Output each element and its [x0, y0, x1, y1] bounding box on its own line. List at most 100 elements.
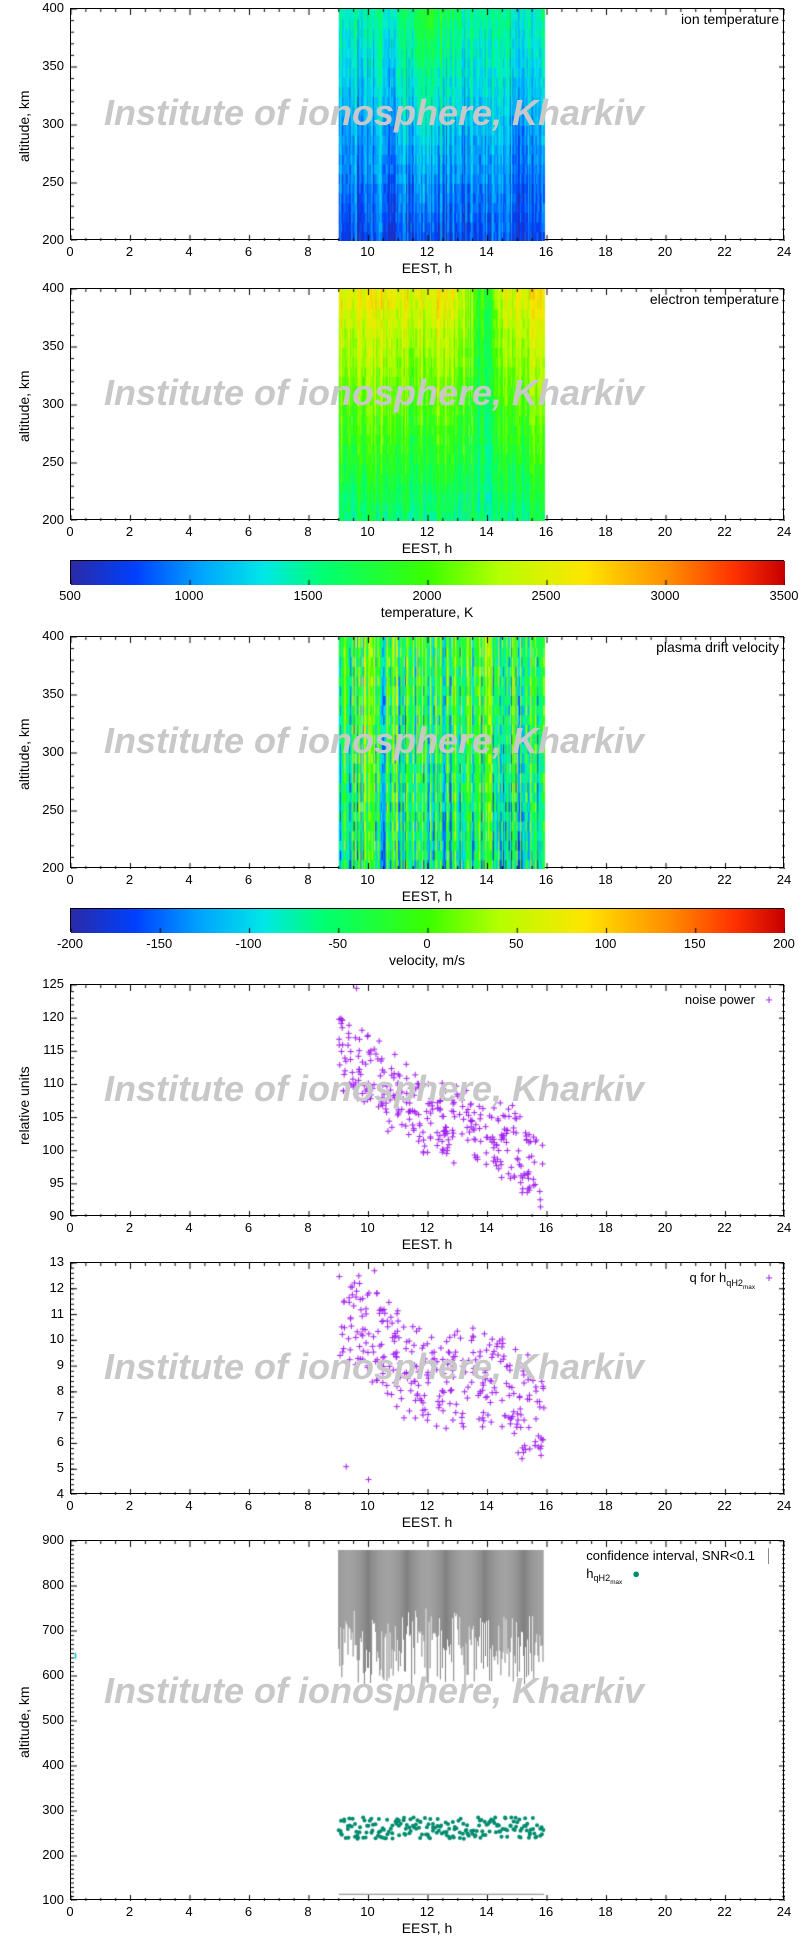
ylabel: altitude, km — [16, 719, 32, 791]
xtick-label: 14 — [475, 524, 499, 539]
xtick-label: 20 — [653, 1904, 677, 1919]
cbar-tick: 2500 — [524, 588, 568, 603]
xtick-label: 12 — [415, 524, 439, 539]
xtick-label: 12 — [415, 1904, 439, 1919]
legend-item: hqH2max● — [586, 1565, 775, 1592]
ytick-label: 600 — [24, 1667, 64, 1682]
ytick-label: 700 — [24, 1622, 64, 1637]
ytick-label: 300 — [24, 1802, 64, 1817]
panel-title: ion temperature — [681, 11, 779, 27]
xtick-label: 8 — [296, 524, 320, 539]
xtick-label: 10 — [356, 1904, 380, 1919]
xtick-label: 2 — [118, 1498, 142, 1513]
xtick-label: 24 — [772, 1904, 796, 1919]
xtick-label: 24 — [772, 872, 796, 887]
ytick-label: 120 — [24, 1009, 64, 1024]
xtick-label: 2 — [118, 244, 142, 259]
cbar-tick: 3500 — [762, 588, 800, 603]
xtick-label: 8 — [296, 872, 320, 887]
cbar-label: velocity, m/s — [70, 952, 784, 968]
xtick-label: 14 — [475, 1220, 499, 1235]
xtick-label: 16 — [534, 244, 558, 259]
xtick-label: 24 — [772, 1498, 796, 1513]
xtick-label: 22 — [713, 1904, 737, 1919]
xtick-label: 16 — [534, 524, 558, 539]
xlabel: EEST, h — [70, 888, 784, 904]
canvas — [71, 289, 785, 521]
xtick-label: 18 — [594, 1220, 618, 1235]
xtick-label: 10 — [356, 524, 380, 539]
legend: confidence interval, SNR<0.1│hqH2max● — [582, 1545, 779, 1594]
xtick-label: 10 — [356, 1220, 380, 1235]
xtick-label: 2 — [118, 1220, 142, 1235]
xtick-label: 8 — [296, 1220, 320, 1235]
cbar-tick: -200 — [48, 936, 92, 951]
ylabel: relative units — [16, 1066, 32, 1145]
canvas — [71, 1263, 785, 1495]
cbar-label: temperature, K — [70, 604, 784, 620]
cbar-tick: 500 — [48, 588, 92, 603]
legend-item: confidence interval, SNR<0.1│ — [586, 1547, 775, 1565]
cbar-tick: -150 — [137, 936, 181, 951]
xlabel: EEST, h — [70, 540, 784, 556]
xlabel: EEST, h — [70, 1920, 784, 1936]
ytick-label: 250 — [24, 174, 64, 189]
xtick-label: 18 — [594, 1498, 618, 1513]
legend-item: noise power+ — [685, 991, 775, 1009]
xtick-label: 24 — [772, 244, 796, 259]
legend: q for hqH2max+ — [685, 1267, 779, 1298]
xtick-label: 4 — [177, 524, 201, 539]
xtick-label: 14 — [475, 1904, 499, 1919]
ytick-label: 115 — [24, 1042, 64, 1057]
ytick-label: 800 — [24, 1577, 64, 1592]
cbar-tick: 100 — [584, 936, 628, 951]
xtick-label: 8 — [296, 1498, 320, 1513]
xtick-label: 18 — [594, 1904, 618, 1919]
xtick-label: 24 — [772, 524, 796, 539]
ytick-label: 125 — [24, 976, 64, 991]
cbar-tick: 150 — [673, 936, 717, 951]
xtick-label: 8 — [296, 1904, 320, 1919]
ytick-label: 12 — [24, 1280, 64, 1295]
xtick-label: 2 — [118, 872, 142, 887]
cbar-tick: 1500 — [286, 588, 330, 603]
ytick-label: 200 — [24, 1847, 64, 1862]
ytick-label: 400 — [24, 628, 64, 643]
xtick-label: 20 — [653, 524, 677, 539]
plot-p4: noise power+ — [70, 984, 784, 1216]
cbar-tick: -50 — [316, 936, 360, 951]
xtick-label: 12 — [415, 1220, 439, 1235]
cbar-tick: 2000 — [405, 588, 449, 603]
ylabel: altitude, km — [16, 1687, 32, 1759]
xtick-label: 22 — [713, 872, 737, 887]
xtick-label: 10 — [356, 1498, 380, 1513]
xlabel: EEST. h — [70, 1236, 784, 1252]
xtick-label: 8 — [296, 244, 320, 259]
canvas — [71, 9, 785, 241]
ytick-label: 90 — [24, 1208, 64, 1223]
xtick-label: 12 — [415, 872, 439, 887]
xtick-label: 10 — [356, 872, 380, 887]
colorbar-cb2 — [70, 908, 784, 932]
panel-title: plasma drift velocity — [656, 639, 779, 655]
cbar-tick: 0 — [405, 936, 449, 951]
legend: noise power+ — [681, 989, 779, 1011]
ytick-label: 8 — [24, 1383, 64, 1398]
ytick-label: 350 — [24, 338, 64, 353]
xtick-label: 4 — [177, 244, 201, 259]
xtick-label: 2 — [118, 524, 142, 539]
xtick-label: 12 — [415, 1498, 439, 1513]
xtick-label: 16 — [534, 1498, 558, 1513]
ytick-label: 200 — [24, 232, 64, 247]
xtick-label: 24 — [772, 1220, 796, 1235]
xtick-label: 6 — [237, 244, 261, 259]
xtick-label: 10 — [356, 244, 380, 259]
canvas — [71, 637, 785, 869]
ytick-label: 900 — [24, 1532, 64, 1547]
cbar-tick: 3000 — [643, 588, 687, 603]
xtick-label: 14 — [475, 1498, 499, 1513]
xtick-label: 20 — [653, 244, 677, 259]
ytick-label: 4 — [24, 1486, 64, 1501]
xtick-label: 4 — [177, 1904, 201, 1919]
xtick-label: 20 — [653, 872, 677, 887]
